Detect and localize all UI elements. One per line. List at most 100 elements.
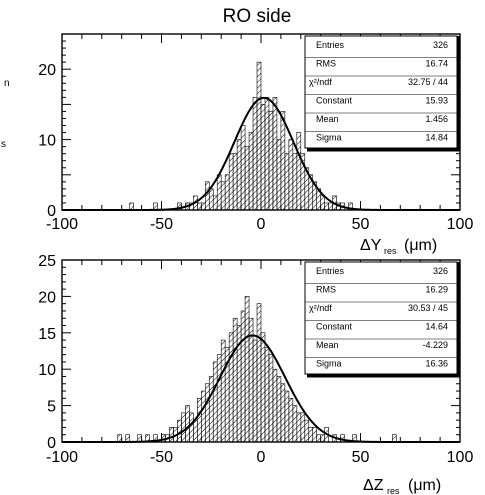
histogram-bin [228, 153, 234, 211]
histogram-bin [236, 139, 242, 211]
stats-label: Mean [316, 114, 339, 124]
y-tick-label: 25 [38, 253, 56, 270]
stats-value: 30.53 / 45 [408, 303, 448, 313]
stats-value: 326 [433, 40, 448, 50]
histogram-bin [328, 202, 333, 211]
x-tick-label: 0 [257, 449, 266, 466]
x-tick-label: -100 [46, 216, 78, 233]
histogram-bin [260, 104, 266, 211]
bottom-axes: -100 -50 0 50 100 0 5 10 15 20 25 [38, 253, 473, 466]
histogram-bin [280, 111, 286, 211]
stats-label: Mean [316, 340, 339, 350]
stats-label: Constant [316, 322, 353, 332]
histogram-bin [280, 383, 286, 443]
histogram-bin [201, 202, 206, 211]
stats-value: 14.64 [425, 322, 448, 332]
stats-label: Sigma [316, 133, 342, 143]
top-ylabel-fragment-1: n [4, 78, 10, 89]
histogram-bin [272, 97, 278, 211]
x-tick-label: -50 [150, 216, 173, 233]
histogram-bin [212, 361, 218, 443]
histogram-bin [284, 153, 290, 211]
stats-value: 14.84 [425, 133, 448, 143]
bottom-stats-box: Entries 326 RMS 16.29 χ²/ndf 30.53 / 45 Consta… [304, 261, 460, 378]
histogram-bin [252, 339, 258, 443]
stats-value: 326 [433, 266, 448, 276]
stats-value: 1.456 [425, 114, 448, 124]
histogram-bin [189, 412, 194, 443]
chart-title: RO side [223, 6, 292, 27]
histogram-bin [208, 188, 214, 211]
histogram-bin [276, 139, 282, 211]
stats-label: Entries [316, 40, 345, 50]
histogram-bin [220, 181, 226, 211]
top-axes: -100 -50 0 50 100 0 10 20 [38, 33, 474, 233]
histogram-bin [244, 146, 250, 211]
histogram-bin [232, 317, 238, 443]
histogram-bin [312, 427, 318, 443]
histogram-bin [284, 390, 290, 443]
histogram-bin [204, 181, 210, 211]
x-tick-label: -100 [46, 449, 78, 466]
histogram-bin [248, 132, 254, 211]
histogram-bin [228, 332, 234, 443]
histogram-bin [264, 347, 270, 443]
histogram-bin [252, 97, 258, 211]
histogram-bin [268, 354, 274, 443]
histogram-bin [224, 174, 230, 211]
histogram-bin [129, 202, 134, 211]
histogram-bin [185, 405, 190, 443]
histogram-bin [256, 61, 262, 211]
histogram-bin [232, 153, 238, 211]
histogram-bin [117, 434, 123, 443]
y-tick-label: 10 [38, 133, 56, 150]
histogram-bin [288, 398, 294, 443]
histogram-bin [316, 434, 322, 443]
top-xlabel-main: ΔY [360, 237, 382, 254]
histogram-bin [204, 383, 210, 443]
x-tick-label: -50 [150, 449, 173, 466]
histogram-bin [169, 427, 174, 443]
top-ylabel-fragment-2: s [1, 139, 6, 150]
stats-value: 16.74 [425, 59, 448, 69]
histogram-bin [216, 174, 222, 211]
y-tick-label: 5 [47, 399, 56, 416]
histogram-bin [244, 296, 250, 443]
histogram-bin [201, 390, 206, 443]
bottom-xlabel-unit: (μm) [408, 477, 441, 494]
top-stats-box: Entries 326 RMS 16.74 χ²/ndf 32.75 / 44 Consta… [304, 35, 460, 152]
stats-value: 15.93 [425, 96, 448, 106]
x-tick-label: 50 [352, 449, 370, 466]
histogram-bin [268, 111, 274, 211]
x-tick-label: 50 [352, 216, 370, 233]
y-tick-label: 15 [38, 326, 56, 343]
y-tick-label: 20 [38, 62, 56, 79]
histogram-bin [296, 412, 302, 443]
x-tick-label: 0 [257, 216, 266, 233]
histogram-bin [272, 368, 278, 443]
stats-label: RMS [316, 59, 336, 69]
x-tick-label: 100 [447, 449, 474, 466]
top-xlabel-sub: res [384, 246, 397, 256]
histogram-bin [296, 132, 302, 211]
stats-value: 32.75 / 44 [408, 77, 448, 87]
histogram-bin [288, 139, 294, 211]
stats-label: χ²/ndf [309, 77, 332, 87]
histogram-bin [292, 405, 298, 443]
histogram-bin [125, 434, 130, 443]
histogram-bin [197, 398, 202, 443]
histogram-bin [181, 412, 186, 443]
histogram-bin [320, 434, 325, 443]
histogram-bin [212, 195, 218, 211]
histogram-bin [292, 153, 298, 211]
bottom-xlabel-sub: res [387, 486, 400, 495]
x-tick-label: 100 [447, 216, 474, 233]
stats-value: 16.29 [425, 285, 448, 295]
histogram-bin [216, 354, 222, 443]
stats-label: Sigma [316, 359, 342, 369]
histogram-bin [320, 195, 325, 211]
histogram-bin [300, 412, 306, 443]
histogram-bin [260, 332, 266, 443]
y-tick-label: 0 [47, 435, 56, 452]
